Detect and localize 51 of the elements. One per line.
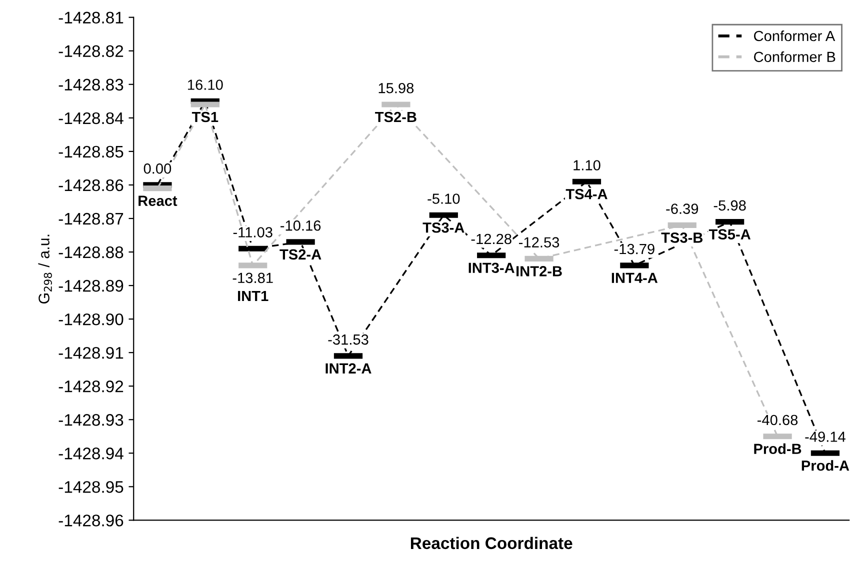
x-tick-label: INT3-A [468,262,514,274]
y-tick-label: -1428.81 [58,12,124,24]
x-tick-label: TS3-A [422,222,464,233]
x-tick-label: TS3-B [661,232,703,243]
annotation: -49.14 [805,432,846,442]
annotation: -40.68 [758,414,798,426]
y-tick-label: -1428.93 [58,414,124,426]
y-tick-label: -1428.91 [58,346,124,359]
x-tick-label: TS4-A [566,188,608,200]
legend-label: Conformer A [754,30,836,42]
y-tick-label: -1428.96 [58,514,124,526]
annotation: -11.03 [233,227,272,238]
annotation: -31.53 [328,334,368,345]
y-tick-label: -1428.83 [58,78,124,91]
y-tick-label: -1428.94 [58,448,124,460]
annotation: -13.79 [614,244,654,254]
x-tick-label: Prod-B [754,443,802,454]
y-tick-label: -1428.95 [58,481,124,493]
annotation: 1.10 [574,160,600,170]
annotation: 15.98 [378,82,414,94]
annotation: -10.16 [280,220,321,231]
annotation: -12.28 [471,234,512,244]
x-tick-label: INT1 [238,290,268,301]
y-tick-label: -1428.90 [58,313,124,326]
y-tick-label: -1428.87 [58,212,124,225]
annotation: 16.10 [188,80,223,90]
x-tick-label: Prod-A [802,460,850,471]
x-tick-label: INT2-A [326,363,372,374]
y-tick-label: -1428.89 [58,280,124,292]
y-tick-label: -1428.84 [58,112,124,124]
legend-label: Conformer B [754,51,836,62]
y-tick-label: -1428.92 [58,380,124,392]
x-tick-label: INT2-B [516,266,562,276]
annotation: -5.10 [428,194,460,204]
x-tick-label: TS1 [192,112,218,122]
x-tick-label: INT4-A [612,272,658,283]
y-axis-title: G$_{298}$ / a.u. [38,234,52,304]
x-tick-label: TS5-A [708,229,751,240]
x-tick-label: TS2-A [280,249,322,260]
annotation: -5.98 [714,200,746,211]
x-axis-title: Reaction Coordinate [410,536,572,550]
y-tick-label: -1428.82 [58,45,124,58]
x-tick-label: React [138,196,178,206]
y-tick-label: -1428.85 [58,146,124,158]
annotation: -13.81 [232,272,273,284]
y-tick-label: -1428.86 [58,179,124,192]
y-tick-label: -1428.88 [58,246,124,258]
x-tick-label: TS2-B [375,112,416,122]
annotation: -12.53 [519,237,560,248]
annotation: -6.39 [666,204,698,214]
annotation: 0.00 [144,163,172,174]
